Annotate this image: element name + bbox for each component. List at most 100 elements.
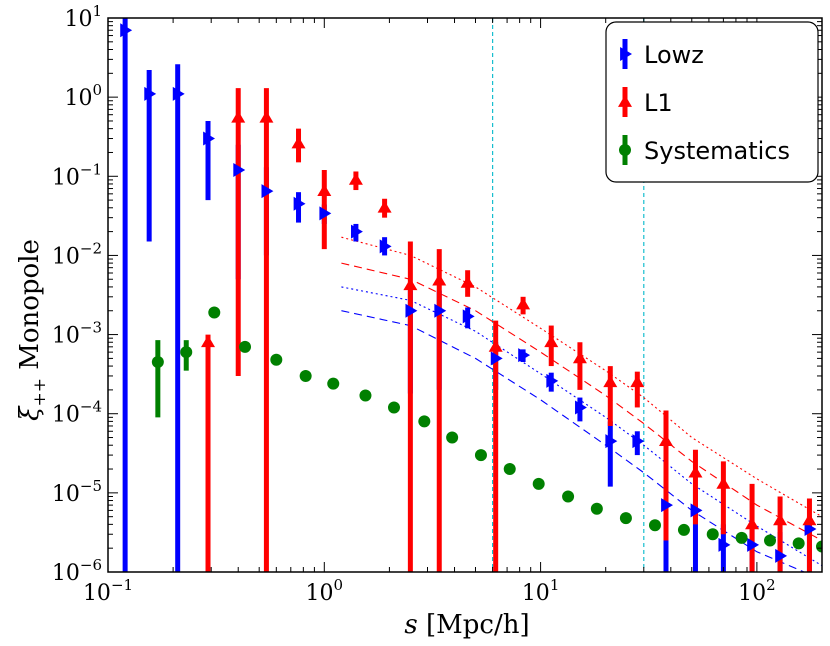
lowz-point-19 xyxy=(661,498,673,513)
x-tick-label-2: 101 xyxy=(522,576,560,606)
systematics-point-23 xyxy=(816,540,822,553)
legend-item-lowz: Lowz xyxy=(620,39,704,69)
y-tick-label-6: 10−5 xyxy=(52,477,102,507)
y-tick-label-2: 10−1 xyxy=(52,160,102,190)
l1-point-6 xyxy=(377,200,392,213)
l1-point-7 xyxy=(403,278,418,291)
lowz-point-10 xyxy=(405,303,418,318)
y-tick-exp-6: −5 xyxy=(80,477,102,495)
l1-point-13 xyxy=(572,351,587,364)
systematics-point-5 xyxy=(299,369,312,382)
y-tick-exp-3: −2 xyxy=(80,239,102,257)
l1-point-0 xyxy=(201,335,216,348)
systematics-point-7 xyxy=(359,389,372,402)
y-tick-exp-4: −3 xyxy=(80,319,102,337)
y-tick-base-1: 10 xyxy=(64,86,92,111)
y-tick-exp-2: −1 xyxy=(80,160,102,178)
legend-marker-systematics xyxy=(619,144,631,156)
y-tick-label-7: 10−6 xyxy=(52,556,102,586)
y-axis-label-subscript: ++ xyxy=(30,378,50,407)
l1-point-9 xyxy=(460,275,475,288)
x-tick-base-1: 10 xyxy=(306,581,334,606)
systematics-point-18 xyxy=(677,523,690,536)
y-tick-base-4: 10 xyxy=(52,324,80,349)
x-tick-base-0: 10 xyxy=(83,581,111,606)
lowz-point-2 xyxy=(172,86,185,101)
systematics-point-12 xyxy=(503,463,516,476)
legend: Lowz L1 Systematics xyxy=(605,21,819,183)
y-tick-exp-1: 0 xyxy=(92,81,102,99)
y-tick-label-3: 10−2 xyxy=(52,239,102,269)
legend-label-l1: L1 xyxy=(644,89,673,117)
x-axis-label-var: s xyxy=(404,610,417,640)
l1-point-8 xyxy=(432,273,447,286)
y-tick-base-5: 10 xyxy=(52,403,80,428)
l1-point-4 xyxy=(317,184,332,196)
y-tick-base-3: 10 xyxy=(52,244,80,269)
y-tick-label-4: 10−3 xyxy=(52,319,102,349)
systematics-point-11 xyxy=(474,449,487,462)
systematics-point-15 xyxy=(590,502,603,515)
systematics-point-6 xyxy=(327,377,340,390)
lowz-point-1 xyxy=(144,86,157,101)
l1-point-19 xyxy=(745,517,760,530)
l1-point-18 xyxy=(716,476,731,489)
x-axis-label-unit: [Mpc/h] xyxy=(418,610,530,640)
systematics-point-8 xyxy=(387,401,400,414)
systematics-point-17 xyxy=(648,519,661,532)
lowz-point-23 xyxy=(775,548,788,563)
legend-label-systematics: Systematics xyxy=(644,137,790,165)
l1-point-10 xyxy=(488,339,503,352)
systematics-point-1 xyxy=(180,346,193,359)
model-line-L1-dotted xyxy=(341,236,822,518)
systematics-point-19 xyxy=(706,528,719,541)
lowz-point-8 xyxy=(351,224,363,239)
y-tick-base-7: 10 xyxy=(52,561,80,586)
lowz-point-15 xyxy=(546,373,559,388)
y-tick-base-2: 10 xyxy=(52,165,80,190)
y-tick-base-0: 10 xyxy=(64,7,92,32)
plot-frame xyxy=(107,17,823,573)
x-tick-exp-3: 2 xyxy=(766,576,776,594)
l1-point-16 xyxy=(658,434,673,447)
systematics-point-21 xyxy=(764,534,777,547)
y-tick-exp-7: −6 xyxy=(80,556,102,574)
systematics-point-14 xyxy=(562,490,575,503)
x-tick-exp-0: −1 xyxy=(111,576,133,594)
lowz-point-12 xyxy=(462,309,475,324)
l1-point-3 xyxy=(291,136,306,149)
lowz-point-14 xyxy=(518,348,531,363)
lowz-point-21 xyxy=(718,537,731,552)
x-tick-base-3: 10 xyxy=(738,581,766,606)
legend-marker-l1 xyxy=(618,95,632,107)
lowz-point-22 xyxy=(747,537,760,552)
x-tick-label-0: 10−1 xyxy=(83,576,133,606)
x-tick-label-3: 102 xyxy=(738,576,776,606)
y-axis-label-text: Monopole xyxy=(15,239,45,378)
systematics-point-20 xyxy=(735,531,748,544)
y-axis-label-symbol: ξ xyxy=(15,405,45,421)
systematics-point-10 xyxy=(446,431,459,444)
l1-point-15 xyxy=(630,375,645,388)
x-tick-exp-2: 1 xyxy=(550,576,560,594)
legend-marker-lowz xyxy=(620,47,632,61)
systematics-point-13 xyxy=(532,477,545,490)
legend-box xyxy=(605,21,819,183)
lowz-point-11 xyxy=(434,303,447,318)
x-tick-labels: 10−1 100 101 102 xyxy=(83,576,776,606)
lowz-point-16 xyxy=(575,400,587,415)
l1-point-20 xyxy=(773,513,788,526)
lowz-point-4 xyxy=(233,163,246,178)
data-markers xyxy=(120,23,822,563)
lowz-point-9 xyxy=(379,239,392,254)
l1-point-17 xyxy=(688,465,703,478)
y-axis-label: ξ++ Monopole xyxy=(15,239,50,421)
x-tick-label-1: 100 xyxy=(306,576,344,606)
y-tick-label-0: 101 xyxy=(64,2,102,32)
systematics-point-4 xyxy=(270,353,283,366)
l1-point-2 xyxy=(259,110,274,123)
l1-point-1 xyxy=(231,110,246,123)
systematics-point-22 xyxy=(792,537,805,550)
